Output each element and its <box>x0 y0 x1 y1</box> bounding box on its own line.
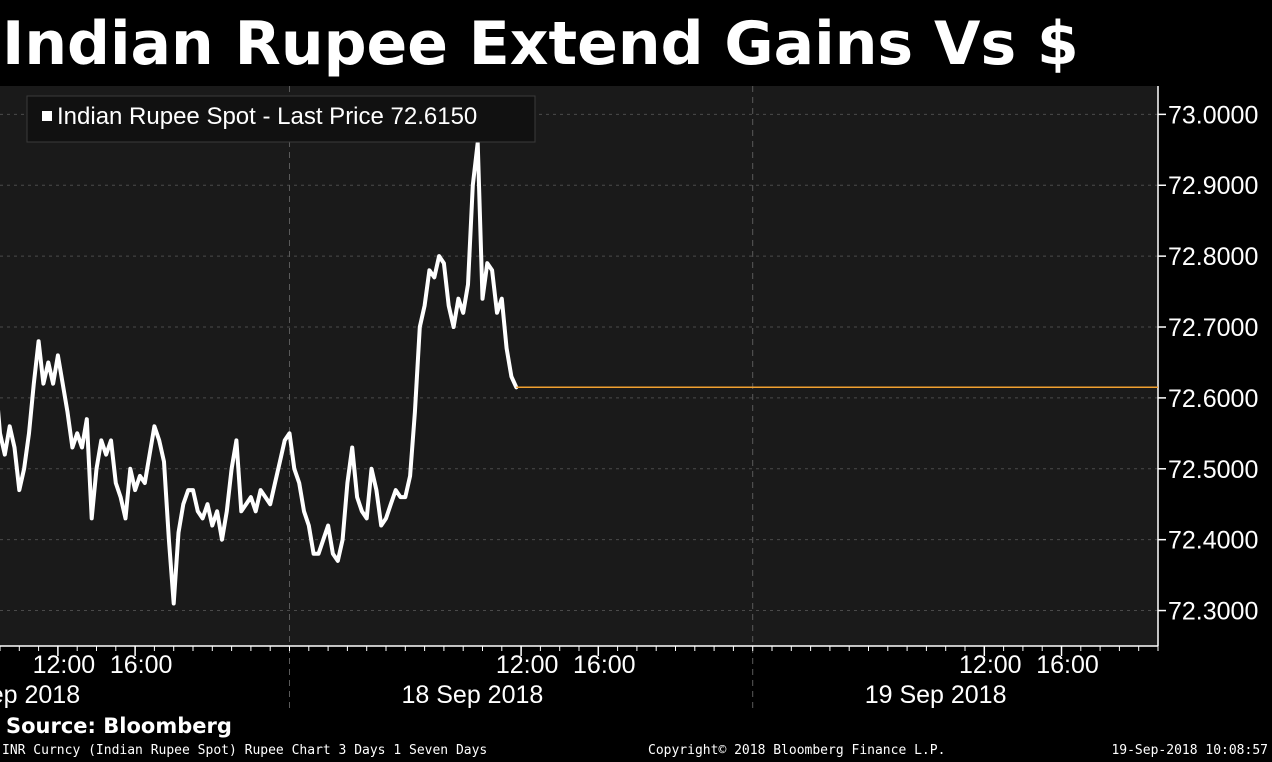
x-tick-label: 16:00 <box>110 651 173 679</box>
y-tick-label: 72.4000 <box>1168 527 1258 555</box>
legend: Indian Rupee Spot - Last Price 72.6150 <box>26 95 536 143</box>
x-tick-label: 16:00 <box>1036 651 1099 679</box>
gridlines <box>0 86 1158 710</box>
footer-left-text: INR Curncy (Indian Rupee Spot) Rupee Cha… <box>2 743 488 758</box>
legend-entry: Indian Rupee Spot - Last Price 72.6150 <box>57 103 477 130</box>
footer-bar: INR Curncy (Indian Rupee Spot) Rupee Cha… <box>0 742 1272 762</box>
y-tick-label: 72.3000 <box>1168 598 1258 626</box>
chart-title: Indian Rupee Extend Gains Vs $ <box>2 9 1079 79</box>
footer-timestamp: 19-Sep-2018 10:08:57 <box>1111 743 1268 758</box>
x-tick-label: 12:00 <box>959 651 1022 679</box>
y-tick-label: 72.8000 <box>1168 243 1258 271</box>
y-tick-label: 72.7000 <box>1168 314 1258 342</box>
series-line-indian-rupee-spot <box>0 140 519 606</box>
plot-area <box>0 86 1158 646</box>
axes: 72.3000 72.4000 72.5000 72.6000 72.7000 72.80… <box>0 86 1258 709</box>
y-tick-label: 72.6000 <box>1168 385 1258 413</box>
x-tick-label: 12:00 <box>496 651 559 679</box>
y-tick-label: 72.9000 <box>1168 172 1258 200</box>
y-tick-label: 73.0000 <box>1168 101 1258 129</box>
source-label: Source: Bloomberg <box>6 714 232 738</box>
x-tick-label: 12:00 <box>33 651 96 679</box>
legend-swatch <box>42 111 52 121</box>
day-label: 17 Sep 2018 <box>0 681 80 709</box>
legend-box <box>26 95 536 143</box>
y-tick-label: 72.5000 <box>1168 456 1258 484</box>
day-label: 18 Sep 2018 <box>402 681 544 709</box>
x-tick-label: 16:00 <box>573 651 636 679</box>
price-chart: 72.3000 72.4000 72.5000 72.6000 72.7000 72.80… <box>0 86 1258 710</box>
footer-copyright: Copyright© 2018 Bloomberg Finance L.P. <box>648 743 946 758</box>
day-label: 19 Sep 2018 <box>865 681 1007 709</box>
